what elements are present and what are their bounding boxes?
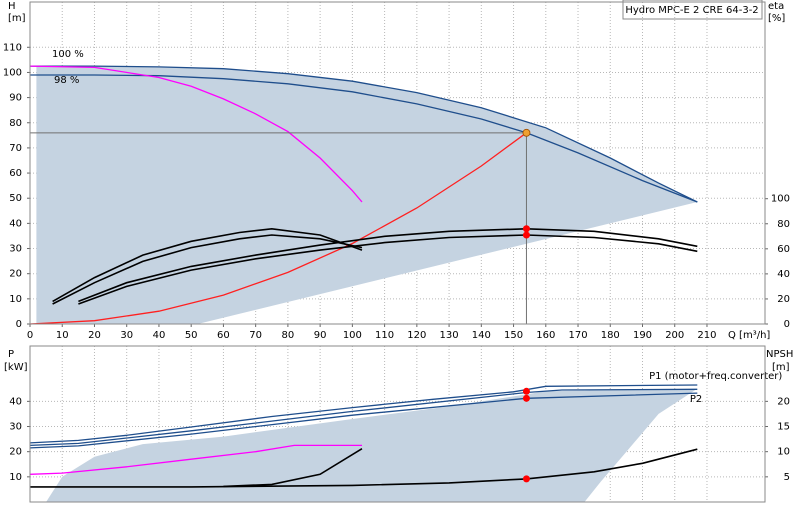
x-tick-label: 130 (440, 330, 459, 341)
operating-area (46, 388, 698, 502)
y2-tick-label: 80 (777, 219, 790, 230)
y-tick-label: 20 (9, 269, 22, 280)
series-label: 98 % (54, 75, 79, 86)
curve (29, 388, 698, 447)
series-label: 100 % (52, 49, 84, 60)
duty-point (522, 128, 531, 137)
y2-tick-label: 20 (777, 396, 790, 407)
y2-tick-label: 5 (784, 472, 790, 483)
y2-axis-unit: [m] (772, 362, 790, 373)
x-tick-label: 100 (343, 330, 362, 341)
curve-y2 (52, 234, 363, 305)
curve-y2 (78, 234, 698, 305)
y-axis-unit: [m] (8, 13, 26, 24)
y-axis-label: P (8, 349, 14, 360)
x-tick-label: 0 (27, 330, 33, 341)
y-tick-label: 70 (9, 143, 22, 154)
y-tick-label: 80 (9, 118, 22, 129)
x-tick-label: 200 (665, 330, 684, 341)
curve (29, 444, 362, 475)
x-tick-label: 30 (120, 330, 133, 341)
x-axis-label: Q [m³/h] (728, 330, 770, 341)
series-label: P1 (motor+freq.converter) (649, 371, 782, 382)
x-tick-label: 210 (697, 330, 716, 341)
x-tick-label: 50 (185, 330, 198, 341)
y-tick-label: 110 (3, 42, 22, 53)
y-tick-label: 10 (9, 472, 22, 483)
x-tick-label: 70 (249, 330, 262, 341)
x-tick-label: 160 (536, 330, 555, 341)
duty-point (522, 225, 530, 233)
y2-tick-label: 15 (777, 422, 790, 433)
curve-y2 (52, 227, 363, 303)
series-label: P2 (690, 394, 702, 405)
x-tick-label: 170 (568, 330, 587, 341)
curve-y2 (30, 448, 698, 488)
x-tick-label: 150 (504, 330, 523, 341)
y2-tick-label: 10 (777, 447, 790, 458)
x-tick-label: 80 (282, 330, 295, 341)
curve-y2 (223, 448, 363, 488)
y-tick-label: 60 (9, 168, 22, 179)
y2-axis-label: NPSH (766, 349, 793, 360)
x-tick-label: 110 (375, 330, 394, 341)
duty-point (522, 387, 530, 395)
operating-area (36, 66, 698, 324)
y-tick-label: 30 (9, 244, 22, 255)
x-tick-label: 40 (153, 330, 166, 341)
x-tick-label: 60 (217, 330, 230, 341)
curve (29, 384, 698, 444)
y2-axis-unit: [%] (768, 13, 785, 24)
y-axis-label: H (8, 1, 16, 12)
chart-title: Hydro MPC-E 2 CRE 64-3-2 (625, 5, 758, 16)
y-tick-label: 40 (9, 218, 22, 229)
x-tick-label: 190 (633, 330, 652, 341)
plot-frame (29, 1, 766, 325)
x-tick-label: 120 (407, 330, 426, 341)
y-tick-label: 30 (9, 422, 22, 433)
y-tick-label: 40 (9, 396, 22, 407)
curve (29, 132, 527, 325)
x-tick-label: 90 (314, 330, 327, 341)
duty-point (522, 394, 530, 402)
y2-tick-label: 60 (777, 244, 790, 255)
y2-tick-label: 40 (777, 269, 790, 280)
duty-point (522, 475, 530, 483)
title-box (622, 0, 763, 20)
curve (29, 65, 363, 203)
x-tick-label: 180 (601, 330, 620, 341)
y-tick-label: 20 (9, 447, 22, 458)
y2-axis-label: eta (768, 1, 784, 12)
y-axis-unit: [kW] (4, 362, 28, 373)
y2-tick-label: 20 (777, 294, 790, 305)
y-tick-label: 100 (3, 67, 22, 78)
x-tick-label: 20 (88, 330, 101, 341)
plot-frame (29, 345, 766, 503)
y-tick-label: 10 (9, 294, 22, 305)
y2-tick-label: 0 (784, 319, 790, 330)
x-tick-label: 140 (472, 330, 491, 341)
y-tick-label: 0 (16, 319, 22, 330)
duty-point (522, 231, 530, 239)
y-tick-label: 50 (9, 193, 22, 204)
y-tick-label: 90 (9, 93, 22, 104)
curve (30, 65, 698, 203)
y2-tick-label: 100 (771, 194, 790, 205)
curve-y2 (78, 227, 698, 303)
curve (29, 392, 698, 449)
x-tick-label: 10 (56, 330, 69, 341)
